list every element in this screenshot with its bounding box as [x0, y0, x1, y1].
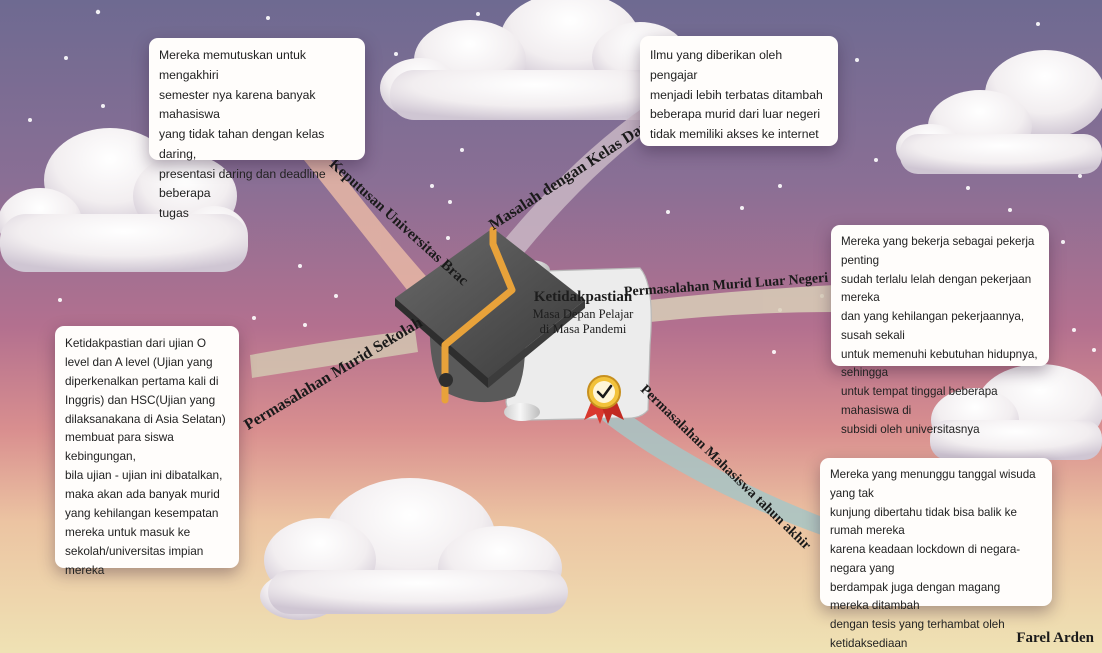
note-line: untuk tempat tinggal beberapa mahasiswa … — [841, 385, 998, 418]
note-line: dengan tesis yang terhambat oleh ketidak… — [830, 618, 1005, 651]
cloud-right-bottom — [930, 364, 1102, 460]
note-line: sudah terlalu lelah dengan pekerjaan mer… — [841, 272, 1032, 305]
note-line: sekolah/universitas impian mereka — [65, 543, 204, 577]
note-line: beberapa murid dari luar negeri — [650, 107, 821, 122]
note-line: tugas — [159, 206, 189, 221]
note-line: yang tidak tahan dengan kelas daring, — [159, 127, 325, 161]
cloud-right-top — [896, 50, 1102, 174]
note-line: level dan A level (Ujian yang — [65, 354, 213, 369]
author-credit: Farel Arden — [1016, 630, 1094, 646]
central-topic-subtitle-line-1: Masa Depan Pelajar — [532, 306, 634, 321]
note-line: maka akan ada banyak murid — [65, 487, 220, 501]
note-line: menjadi lebih terbatas ditambah — [650, 87, 823, 102]
note-box-daring: Ilmu yang diberikan oleh pengajar menjad… — [640, 36, 838, 146]
cloud-bottom — [260, 478, 568, 620]
medal-icon — [584, 375, 624, 424]
note-line: semester nya karena banyak mahasiswa — [159, 87, 316, 122]
central-topic-subtitle-line-2: di Masa Pandemi — [539, 322, 627, 337]
note-line: bila ujian - ujian ini dibatalkan, — [65, 468, 223, 483]
note-line: membuat para siswa kebingungan, — [65, 430, 174, 464]
cloud-left — [0, 128, 248, 272]
note-line: Ilmu yang diberikan oleh pengajar — [650, 48, 783, 82]
note-box-tahun-akhir: Mereka yang menunggu tanggal wisuda yang… — [820, 458, 1052, 650]
note-line: subsidi oleh universitasnya — [841, 422, 980, 436]
note-line: mereka untuk masuk ke — [65, 524, 191, 539]
note-line: Mereka yang bekerja sebagai pekerja pent… — [841, 235, 1035, 267]
note-line: kunjung dibertahu tidak bisa balik ke ru… — [830, 505, 1017, 538]
note-line: tidak memiliki akses ke internet — [650, 127, 819, 142]
note-box-sekolah: Ketidakpastian dari ujian O level dan A … — [55, 326, 239, 577]
note-box-luar-negeri: Mereka yang bekerja sebagai pekerja pent… — [831, 225, 1049, 436]
note-line: berdampak juga dengan magang mereka dita… — [830, 580, 1001, 613]
cloud-top — [380, 0, 688, 120]
central-topic-title: Ketidakpastian — [533, 289, 633, 305]
central-topic: Ketidakpastian Masa Depan Pelajar di Mas… — [519, 288, 647, 338]
note-line: Ketidakpastian dari ujian O — [65, 336, 206, 350]
note-box-brac: Mereka memutuskan untuk mengakhiri semes… — [149, 38, 365, 220]
note-line: dilaksanakana di Asia Selatan) — [65, 411, 226, 426]
note-line: Mereka yang menunggu tanggal wisuda yang… — [830, 468, 1036, 500]
note-line: Inggris) dan HSC(Ujian yang — [65, 392, 216, 407]
note-line: presentasi daring dan deadline beberapa — [159, 166, 326, 201]
note-line: untuk memenuhi kebutuhan hidupnya, sehin… — [841, 347, 1038, 380]
note-line: Mereka memutuskan untuk mengakhiri — [159, 48, 306, 82]
note-line: karena keadaan lockdown di negara-negara… — [830, 543, 1021, 575]
note-line: yang kehilangan kesempatan — [65, 505, 219, 520]
note-line: dan yang kehilangan pekerjaannya, susah … — [841, 310, 1025, 342]
note-line: diperkenalkan pertama kali di — [65, 373, 219, 388]
connector-beams — [250, 110, 835, 536]
graduation-cap — [395, 226, 585, 404]
